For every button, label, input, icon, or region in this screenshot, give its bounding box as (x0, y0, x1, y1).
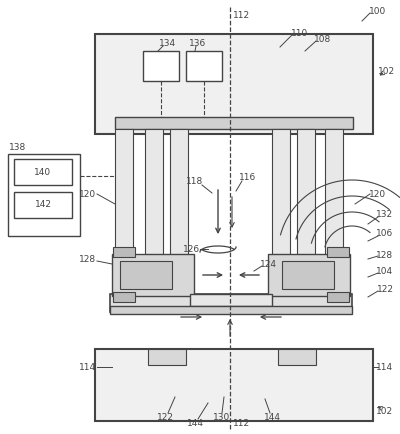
Text: 124: 124 (260, 260, 276, 269)
Bar (148, 349, 186, 365)
Bar (190, 294, 272, 306)
Bar (268, 254, 350, 296)
Text: 120: 120 (80, 190, 96, 199)
Bar (8, 155, 80, 237)
Bar (325, 130, 343, 299)
Text: 106: 106 (376, 229, 394, 238)
Text: 138: 138 (9, 143, 27, 152)
Bar (95, 349, 373, 421)
Text: 144: 144 (264, 413, 280, 421)
Text: 114: 114 (80, 363, 96, 372)
Text: 128: 128 (80, 255, 96, 264)
Text: 112: 112 (234, 418, 250, 427)
Text: 132: 132 (376, 210, 394, 219)
Bar (143, 52, 179, 82)
Text: 142: 142 (34, 200, 52, 209)
Text: 108: 108 (314, 36, 332, 44)
Bar (112, 254, 194, 296)
Text: 122: 122 (376, 285, 394, 294)
Bar (278, 349, 316, 365)
Bar (190, 307, 272, 312)
Bar (110, 294, 352, 312)
Bar (272, 130, 290, 299)
Text: 100: 100 (369, 7, 387, 16)
Bar (327, 247, 349, 257)
Bar (95, 35, 373, 135)
Text: 120: 120 (370, 190, 386, 199)
Text: 114: 114 (376, 363, 394, 372)
Bar (297, 130, 315, 299)
Bar (14, 160, 72, 186)
Text: 134: 134 (160, 39, 176, 48)
Text: 118: 118 (186, 177, 204, 186)
Bar (282, 261, 334, 289)
Bar (113, 293, 135, 302)
Bar (120, 261, 172, 289)
Text: 128: 128 (376, 250, 394, 259)
Text: 136: 136 (189, 39, 207, 48)
Bar (327, 293, 349, 302)
Text: 126: 126 (184, 245, 200, 254)
Bar (186, 52, 222, 82)
Text: 122: 122 (156, 413, 174, 421)
Bar (115, 130, 133, 299)
Bar (110, 306, 352, 314)
Bar (170, 130, 188, 299)
Text: 144: 144 (186, 418, 204, 427)
Bar (14, 193, 72, 218)
Text: 116: 116 (239, 173, 257, 182)
Text: 140: 140 (34, 168, 52, 177)
Text: 102: 102 (376, 407, 394, 415)
Text: 104: 104 (376, 267, 394, 276)
Text: 110: 110 (291, 30, 309, 39)
Bar (113, 247, 135, 257)
Text: 112: 112 (234, 11, 250, 20)
Bar (115, 118, 353, 130)
Text: 130: 130 (213, 413, 231, 421)
Bar (145, 130, 163, 299)
Text: 102: 102 (378, 67, 396, 76)
